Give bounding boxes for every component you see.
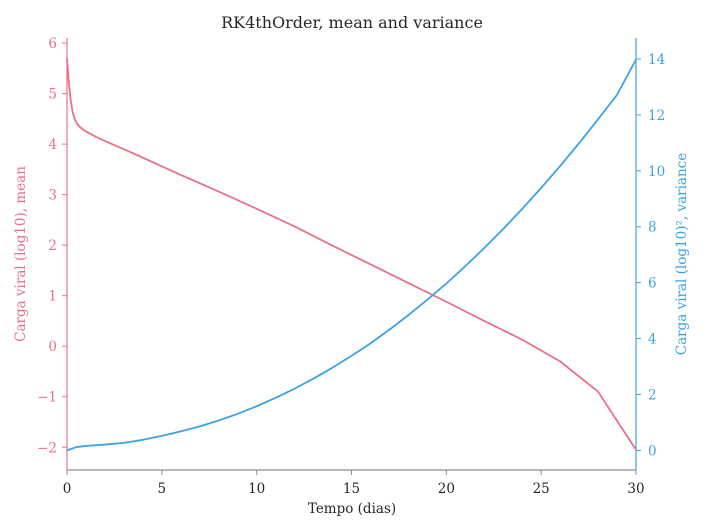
mean-series-line bbox=[66, 58, 637, 451]
x-tick-label: 10 bbox=[248, 481, 265, 497]
x-tick-label: 20 bbox=[438, 481, 455, 497]
x-tick-label: 25 bbox=[533, 481, 550, 497]
left-y-axis-label: Carga viral (log10), mean bbox=[13, 166, 29, 342]
x-tick-label: 15 bbox=[343, 481, 360, 497]
right-y-tick-label: 2 bbox=[648, 388, 657, 404]
left-y-tick-label: 2 bbox=[48, 238, 57, 254]
right-y-tick-label: 10 bbox=[648, 164, 665, 180]
left-y-tick-label: 4 bbox=[48, 137, 57, 153]
left-y-tick-label: 0 bbox=[48, 339, 57, 355]
x-tick-label: 5 bbox=[158, 481, 167, 497]
right-y-tick-label: 12 bbox=[648, 108, 665, 124]
right-y-tick-label: 6 bbox=[648, 276, 657, 292]
right-y-tick-label: 4 bbox=[648, 332, 657, 348]
variance-series-line bbox=[66, 59, 637, 452]
series-lines bbox=[66, 58, 637, 452]
chart-title: RK4thOrder, mean and variance bbox=[221, 13, 483, 32]
left-y-tick-label: 5 bbox=[48, 87, 57, 103]
right-y-axis-label: Carga viral (log10)², variance bbox=[674, 153, 690, 355]
left-y-tick-label: 3 bbox=[48, 188, 57, 204]
right-y-tick-label: 8 bbox=[648, 220, 657, 236]
left-y-tick-label: −2 bbox=[37, 440, 57, 456]
x-axis-label: Tempo (dias) bbox=[308, 501, 396, 517]
x-tick-label: 0 bbox=[63, 481, 72, 497]
left-y-tick-label: 1 bbox=[48, 289, 57, 305]
x-tick-label: 30 bbox=[627, 481, 644, 497]
left-y-tick-label: −1 bbox=[37, 390, 57, 406]
left-y-tick-label: 6 bbox=[48, 36, 57, 52]
right-y-ticks: 0 2 4 6 8 10 12 14 bbox=[636, 52, 665, 459]
right-y-tick-label: 0 bbox=[648, 443, 657, 459]
x-ticks: 0 5 10 15 20 25 30 bbox=[63, 470, 645, 497]
left-y-ticks: 6 5 4 3 2 1 0 −1 −2 bbox=[37, 36, 67, 456]
right-y-tick-label: 14 bbox=[648, 52, 665, 68]
